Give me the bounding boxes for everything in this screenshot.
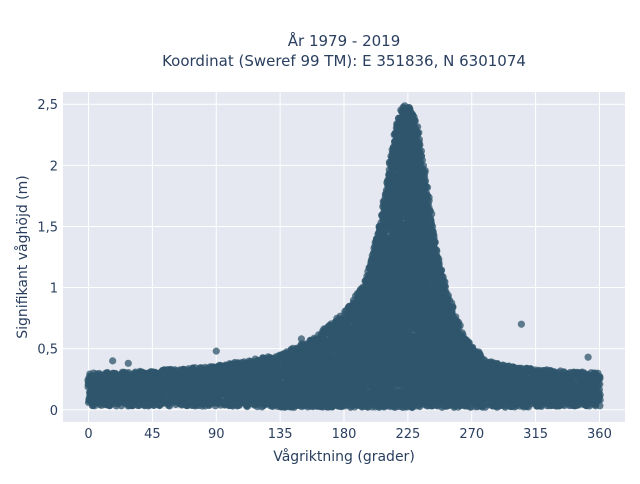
scatter-chart: 04590135180225270315360 00,511,522,5 År … — [0, 0, 640, 480]
chart-svg: 04590135180225270315360 00,511,522,5 År … — [0, 0, 640, 480]
